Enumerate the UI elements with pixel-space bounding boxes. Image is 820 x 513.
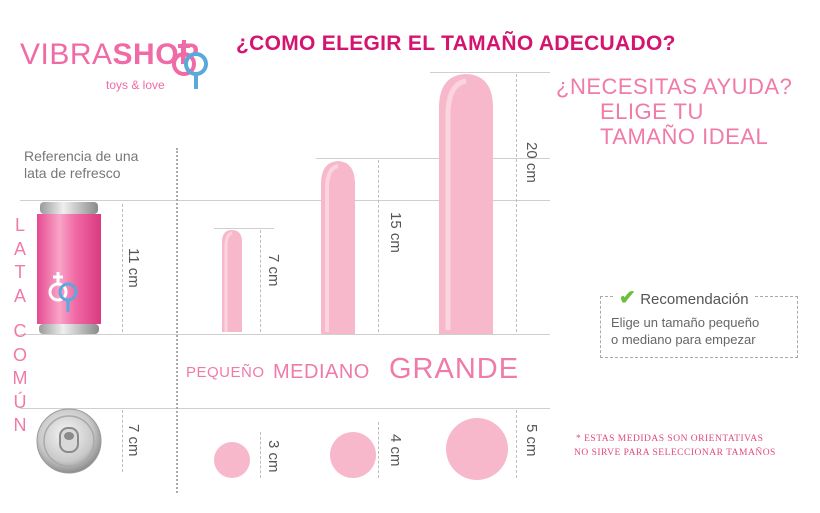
recommendation-line-1: Elige un tamaño pequeño [611, 315, 760, 330]
brand-symbol-icon [172, 40, 208, 89]
help-line-2: ELIGE TU [600, 99, 704, 124]
large-diameter-circle [446, 418, 508, 480]
disclaimer-line-1: * ESTAS MEDIDAS SON ORIENTATIVAS [576, 434, 764, 444]
large-height-label: 20 cm [523, 142, 540, 183]
small-diameter-circle [214, 442, 250, 478]
can-diameter-label: 7 cm [125, 424, 142, 457]
measure-line-can [122, 204, 123, 332]
can-side-letter: T [14, 262, 26, 282]
large-diameter-label: 5 cm [523, 424, 540, 457]
can-height-label: 11 cm [125, 248, 142, 288]
guide-line-circles-top [20, 408, 550, 409]
medium-diameter-label: 4 cm [387, 434, 404, 467]
guide-line-small [214, 228, 274, 229]
brand-logo[interactable]: VIBRASHOP toys & love [20, 38, 208, 96]
measure-line-small-diameter [260, 432, 261, 478]
recommendation-header: ✔ Recomendación [615, 285, 753, 310]
measure-line-large-diameter [516, 410, 517, 478]
can-side-letter: A [13, 238, 26, 259]
can-side-label: L A T A C O M Ú N [10, 214, 30, 438]
can-side-letter: L [14, 215, 25, 235]
reference-line-2: lata de refresco [24, 165, 121, 181]
soda-can-top-icon [36, 408, 102, 474]
disclaimer-line-2: NO SIRVE PARA SELECCIONAR TAMAÑOS [574, 448, 776, 458]
recommendation-title: Recomendación [640, 291, 749, 308]
medium-height-label: 15 cm [387, 212, 404, 253]
brand-tagline: toys & love [106, 78, 165, 92]
help-line-3: TAMAÑO IDEAL [600, 124, 769, 149]
can-side-letter: Ú [13, 391, 27, 412]
can-side-letter: M [12, 368, 28, 388]
size-small-label: PEQUEÑO [186, 364, 265, 381]
small-diameter-label: 3 cm [265, 440, 282, 473]
guide-line-base [20, 334, 550, 335]
medium-diameter-circle [330, 432, 376, 478]
recommendation-line-2: o mediano para empezar [611, 332, 756, 347]
help-line-1: ¿NECESITAS AYUDA? [556, 74, 793, 99]
page-title: ¿COMO ELEGIR EL TAMAÑO ADECUADO? [236, 32, 676, 55]
recommendation-box: ✔ Recomendación Elige un tamaño pequeño … [600, 285, 798, 358]
checkmark-icon: ✔ [619, 287, 636, 309]
measure-line-small [260, 230, 261, 332]
small-toy-shape [222, 230, 242, 332]
can-side-letter: C [13, 321, 27, 341]
reference-line-1: Referencia de una [24, 148, 139, 164]
size-large-label: GRANDE [389, 353, 520, 385]
measure-line-large [516, 74, 517, 332]
measure-line-medium [378, 160, 379, 332]
soda-can-icon [37, 202, 101, 334]
guide-line-medium [316, 158, 550, 159]
small-height-label: 7 cm [265, 254, 282, 287]
can-side-letter: A [13, 285, 26, 306]
guide-line-can-top [20, 200, 550, 201]
can-side-letter: N [13, 415, 27, 435]
measure-line-medium-diameter [378, 422, 379, 478]
medium-toy-shape [321, 161, 355, 334]
measure-line-can-diameter [122, 410, 123, 472]
reference-text: Referencia de una lata de refresco [24, 148, 138, 182]
can-side-letter: O [12, 344, 27, 365]
divider-line [176, 148, 178, 493]
disclaimer: * ESTAS MEDIDAS SON ORIENTATIVAS NO SIRV… [574, 432, 776, 460]
large-toy-shape [439, 74, 493, 334]
guide-line-top-large [430, 72, 550, 73]
size-medium-label: MEDIANO [273, 361, 370, 383]
